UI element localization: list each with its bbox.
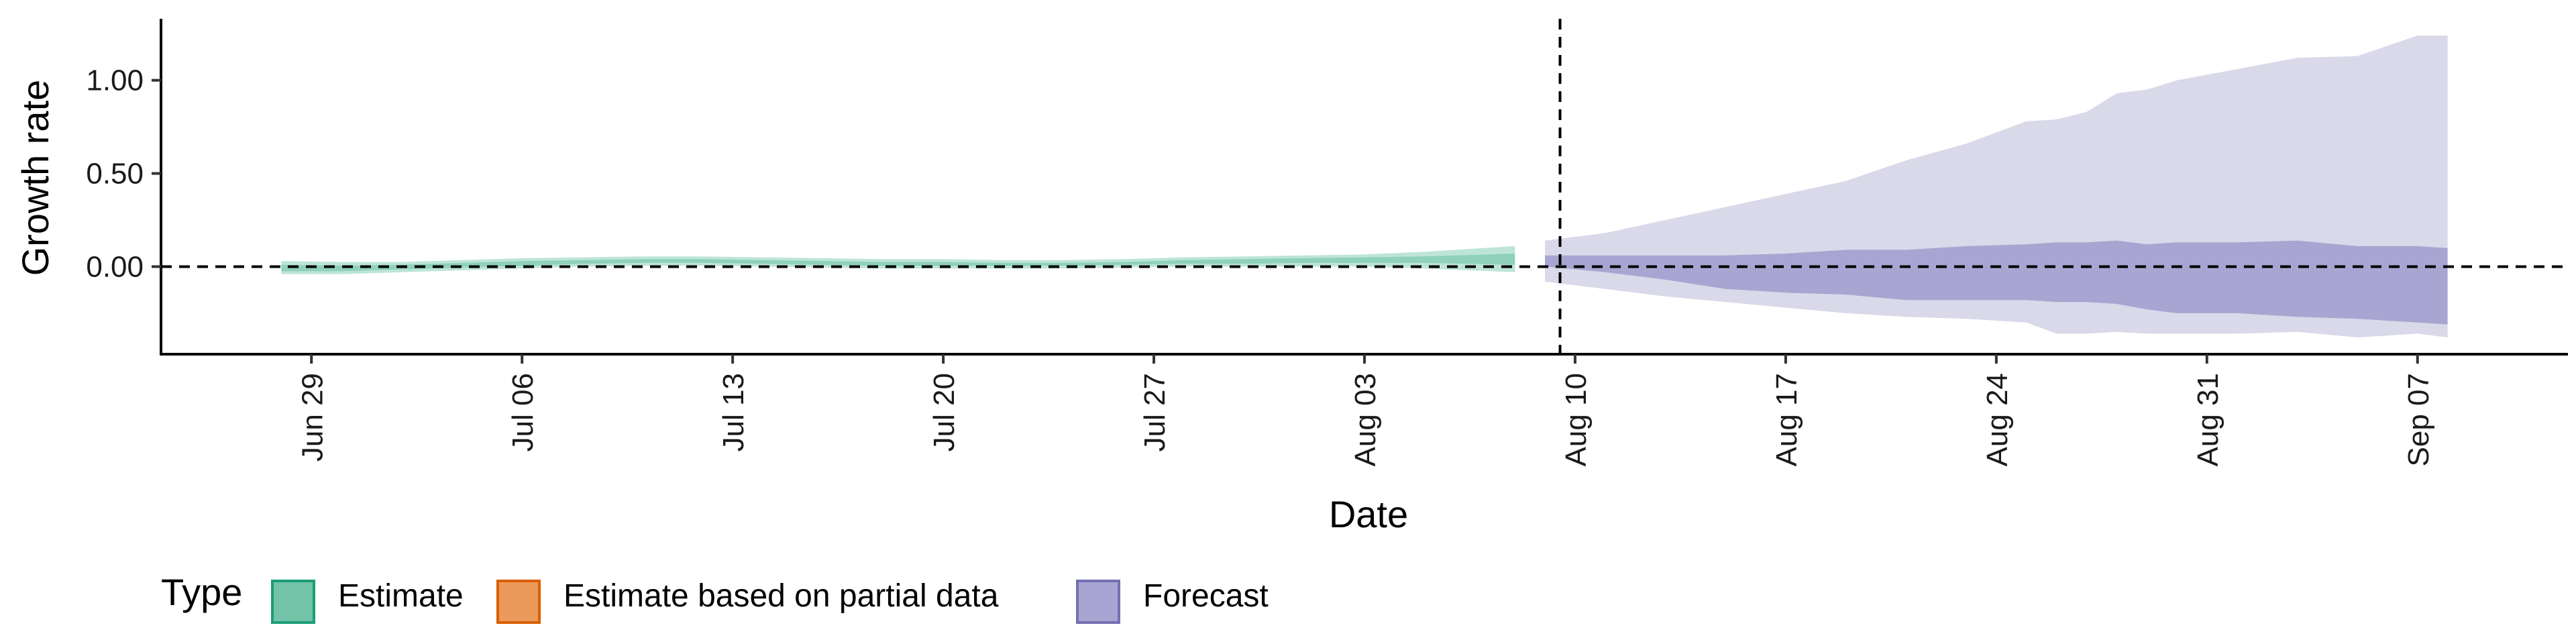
- legend-label: Estimate based on partial data: [564, 578, 999, 614]
- x-tick-label: Jul 06: [506, 373, 539, 451]
- x-axis-title: Date: [1329, 493, 1408, 535]
- reference-lines: [161, 19, 2568, 354]
- x-tick-label: Jul 27: [1138, 373, 1171, 451]
- x-tick-label: Jul 20: [928, 373, 961, 451]
- estimate-inner-ribbon: [281, 254, 1515, 272]
- x-tick-label: Sep 07: [2402, 373, 2435, 466]
- x-tick-label: Aug 24: [1981, 373, 2014, 466]
- y-tick-label: 0.00: [86, 250, 144, 283]
- legend: Type Estimate Estimate based on partial da…: [161, 571, 1269, 624]
- legend-swatch: [1076, 580, 1120, 624]
- x-tick-label: Aug 31: [2192, 373, 2224, 466]
- legend-swatch: [496, 580, 541, 624]
- legend-swatch: [271, 580, 315, 624]
- ribbon-layer: [281, 36, 2448, 337]
- x-tick-label: Aug 10: [1560, 373, 1593, 466]
- x-tick-label: Jul 13: [717, 373, 750, 451]
- estimate-outer-ribbon: [281, 246, 1515, 274]
- y-tick-label: 0.50: [86, 158, 144, 191]
- x-tick-label: Aug 17: [1770, 373, 1803, 466]
- y-axis-title: Growth rate: [14, 80, 56, 276]
- forecast-inner-ribbon: [1545, 240, 2448, 325]
- legend-label: Forecast: [1143, 578, 1269, 614]
- tick-layer: 0.00 0.50 1.00 Jun 29 Jul 06 Jul 13 Jul 20 Jul …: [86, 64, 2434, 467]
- legend-title: Type: [161, 571, 242, 613]
- x-tick-label: Aug 03: [1349, 373, 1382, 466]
- y-tick-label: 1.00: [86, 64, 144, 97]
- legend-label: Estimate: [338, 578, 464, 614]
- x-tick-label: Jun 29: [296, 373, 329, 462]
